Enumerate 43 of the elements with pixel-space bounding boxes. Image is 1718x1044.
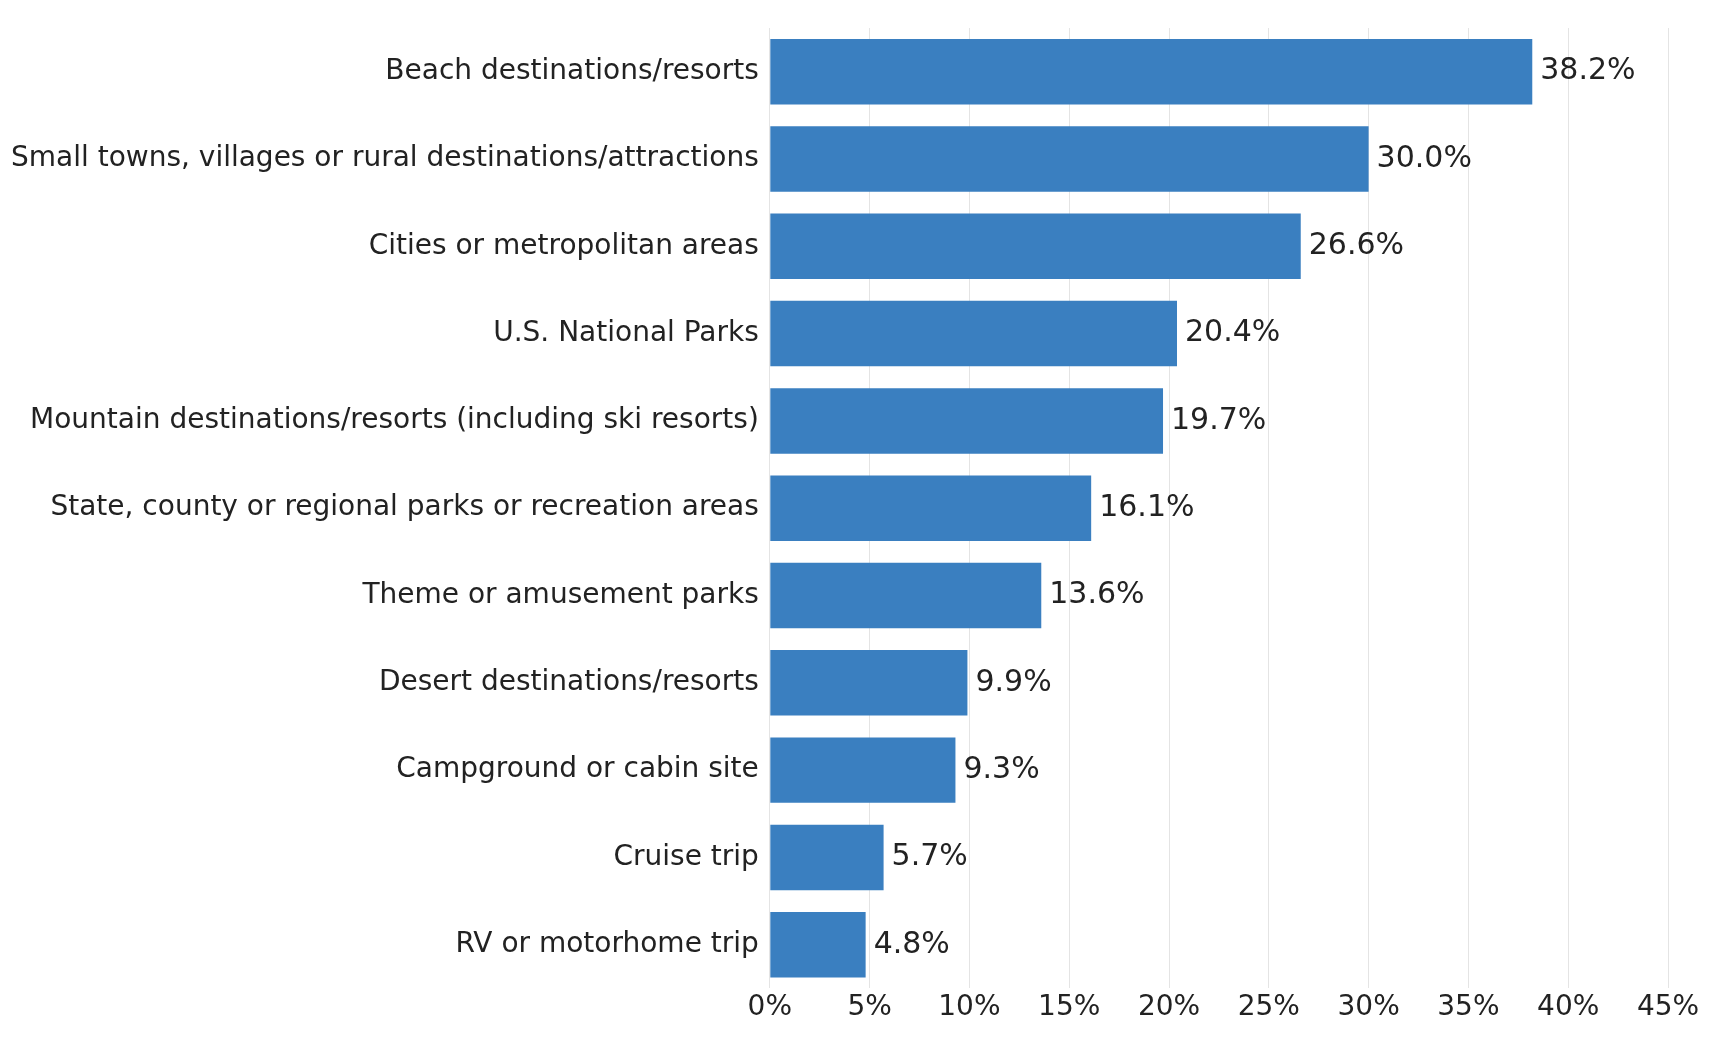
data-label: 26.6% (1308, 226, 1405, 262)
bar (770, 912, 866, 978)
bar (770, 126, 1369, 192)
bar (770, 650, 968, 716)
x-tick-label: 0% (747, 989, 793, 1023)
y-tick-label: Small towns, villages or rural destinations/attractions (11, 140, 759, 174)
y-tick-label: Theme or amusement parks (361, 576, 759, 610)
y-tick-label: U.S. National Parks (493, 314, 759, 348)
data-label: 9.9% (975, 662, 1052, 698)
data-label: 13.6% (1049, 575, 1145, 611)
x-tick-label: 25% (1237, 989, 1300, 1023)
x-tick-label: 10% (938, 989, 1001, 1023)
data-label: 5.7% (891, 837, 968, 873)
x-tick-label: 20% (1137, 989, 1201, 1023)
data-label: 19.7% (1171, 400, 1267, 436)
x-tick-label: 5% (847, 989, 892, 1023)
y-tick-label: RV or motorhome trip (455, 926, 759, 960)
bar (770, 737, 956, 803)
y-tick-label: Desert destinations/resorts (379, 664, 759, 698)
data-label: 16.1% (1099, 488, 1195, 523)
y-tick-label: Cities or metropolitan areas (368, 227, 759, 261)
y-tick-label: Beach destinations/resorts (385, 52, 759, 86)
y-tick-label: Cruise trip (613, 838, 759, 872)
bar (770, 388, 1164, 454)
bar (770, 824, 884, 891)
data-label: 38.2% (1540, 51, 1636, 87)
bar (770, 213, 1301, 280)
bar (770, 562, 1042, 629)
y-tick-label: Campground or cabin site (396, 751, 759, 785)
y-tick-label: State, county or regional parks or recreation areas (50, 489, 759, 523)
bar (770, 38, 1533, 105)
x-tick-label: 30% (1337, 989, 1400, 1023)
data-label: 30.0% (1376, 138, 1472, 174)
data-label: 4.8% (873, 924, 950, 960)
y-tick-label: Mountain destinations/resorts (including ski resorts) (30, 402, 759, 436)
x-tick-label: 40% (1537, 989, 1600, 1023)
x-tick-label: 35% (1437, 989, 1500, 1023)
data-label: 9.3% (963, 749, 1040, 785)
x-tick-label: 45% (1636, 989, 1700, 1023)
bar (770, 300, 1177, 367)
x-tick-label: 15% (1038, 989, 1101, 1023)
data-label: 20.4% (1185, 313, 1281, 349)
bar (770, 475, 1092, 541)
